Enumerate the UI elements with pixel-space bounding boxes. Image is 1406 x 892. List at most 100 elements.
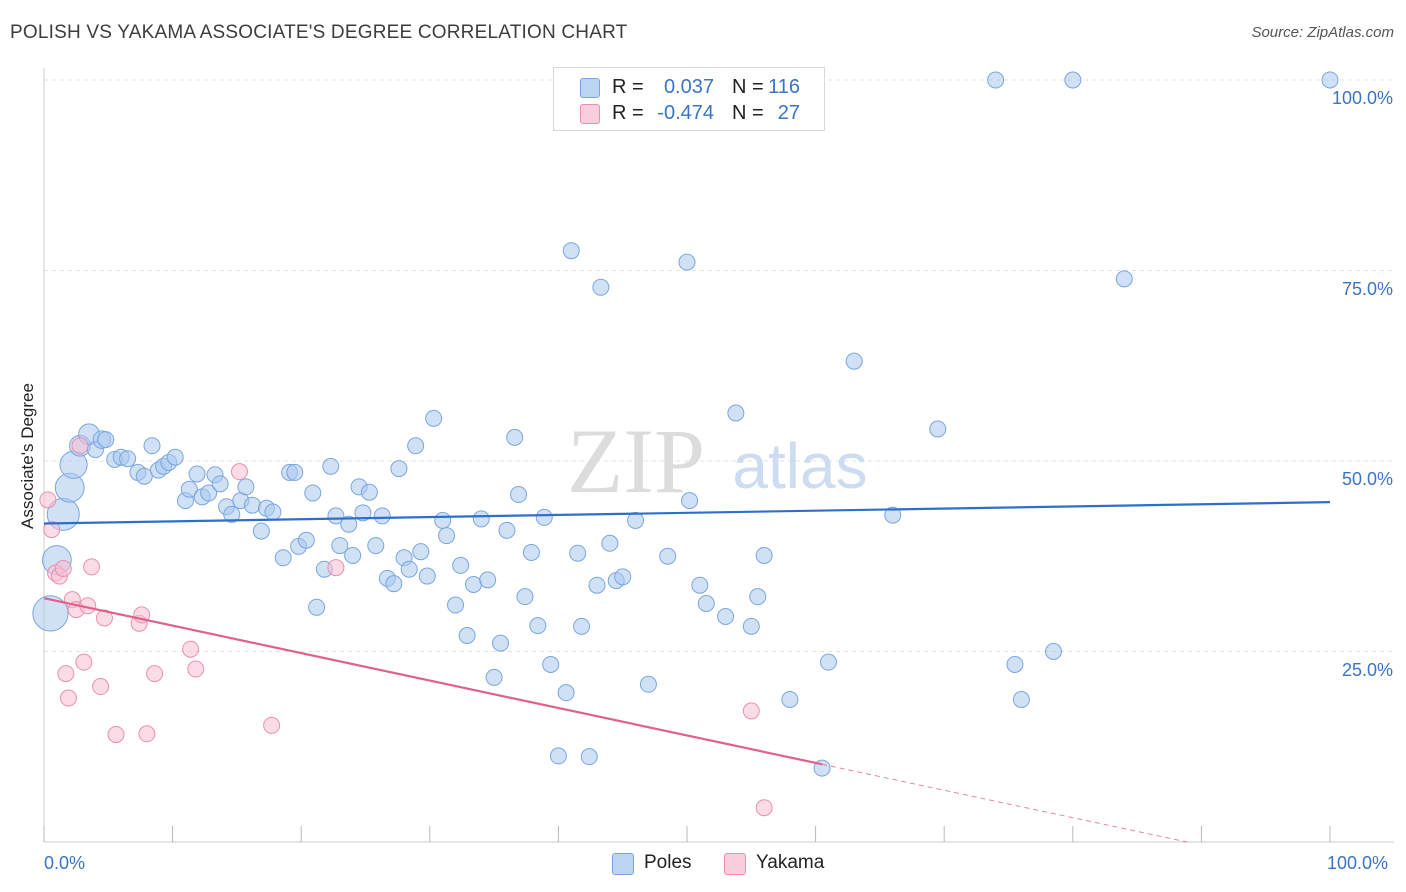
poles-point-68: [472, 510, 490, 528]
poles-point-95: [681, 492, 699, 510]
n-label: N =: [732, 102, 764, 124]
poles-point-46: [340, 515, 358, 533]
watermark-zip: ZIP: [567, 410, 705, 512]
poles-point-93: [659, 547, 677, 565]
poles-point-26: [211, 475, 229, 493]
poles-point-103: [781, 691, 799, 709]
yakama-trend-extension: [821, 763, 1188, 843]
stats-legend: R = 0.037 N = 116 R = -0.474 N = 27: [553, 67, 825, 131]
poles-point-88: [601, 534, 619, 552]
poles-swatch: [612, 853, 634, 875]
poles-point-47: [344, 546, 362, 564]
poles-point-14: [135, 467, 153, 485]
poles-point-67: [465, 575, 483, 593]
poles-point-58: [407, 437, 425, 455]
poles-point-96: [691, 576, 709, 594]
poles-point-76: [522, 543, 540, 561]
poles-point-91: [627, 511, 645, 529]
poles-point-101: [749, 588, 767, 606]
axes: [43, 68, 1394, 843]
poles-point-85: [580, 748, 598, 766]
poles-point-94: [678, 253, 696, 271]
poles-point-30: [237, 478, 255, 496]
poles-point-86: [588, 576, 606, 594]
poles-point-92: [639, 675, 657, 693]
y-tick-label-25: 25.0%: [1341, 659, 1393, 680]
poles-point-54: [385, 575, 403, 593]
series-poles-points: [32, 71, 1339, 777]
poles-point-115: [1321, 71, 1339, 89]
poles-point-87: [592, 278, 610, 296]
watermark-atlas: atlas: [732, 430, 867, 502]
legend-label-yakama: Yakama: [756, 852, 825, 873]
poles-point-21: [180, 480, 198, 498]
poles-point-80: [549, 747, 567, 765]
yakama-point-21: [187, 660, 205, 678]
source-label: Source: ZipAtlas.com: [1251, 24, 1394, 41]
n-value: 116: [768, 76, 800, 98]
poles-point-73: [506, 428, 524, 446]
yakama-point-22: [230, 463, 248, 481]
poles-point-49: [354, 504, 372, 522]
poles-point-39: [297, 531, 315, 549]
yakama-point-26: [755, 799, 773, 817]
chart-title: POLISH VS YAKAMA ASSOCIATE'S DEGREE CORR…: [10, 22, 628, 43]
poles-point-24: [200, 484, 218, 502]
poles-point-52: [373, 507, 391, 525]
stats-row-poles: R = 0.037 N = 116: [554, 75, 824, 101]
poles-point-78: [535, 508, 553, 526]
poles-point-98: [717, 607, 735, 625]
series-legend: Poles Yakama: [0, 852, 1406, 878]
x-tick-label-max: 100.0%: [1327, 853, 1389, 873]
poles-point-34: [264, 503, 282, 521]
r-label: R =: [612, 102, 644, 124]
poles-point-107: [884, 506, 902, 524]
poles-swatch: [580, 78, 600, 98]
poles-point-69: [479, 571, 497, 589]
n-value: 27: [777, 102, 800, 124]
poles-point-79: [542, 655, 560, 673]
poles-point-110: [1006, 655, 1024, 673]
poles-point-65: [452, 556, 470, 574]
poles-point-63: [438, 527, 456, 545]
poles-point-105: [819, 653, 837, 671]
y-tick-label-75: 75.0%: [1341, 278, 1393, 299]
yakama-swatch: [580, 104, 600, 124]
poles-point-12: [119, 450, 137, 468]
poles-point-77: [529, 617, 547, 635]
poles-point-82: [562, 242, 580, 260]
yakama-swatch: [724, 853, 746, 875]
yakama-point-5: [57, 665, 75, 683]
poles-point-41: [308, 598, 326, 616]
r-value: -0.474: [657, 102, 714, 124]
poles-point-64: [447, 596, 465, 614]
poles-point-90: [614, 568, 632, 586]
yakama-point-4: [54, 559, 72, 577]
poles-point-99: [727, 404, 745, 422]
poles-point-109: [987, 71, 1005, 89]
yakama-trend-line: [43, 597, 823, 766]
r-value: 0.037: [663, 76, 714, 98]
r-label: R =: [612, 76, 644, 98]
yakama-point-9: [71, 437, 89, 455]
poles-point-9: [97, 431, 115, 449]
poles-point-51: [367, 537, 385, 555]
poles-point-70: [485, 668, 503, 686]
yakama-point-12: [83, 558, 101, 576]
poles-point-59: [412, 543, 430, 561]
poles-point-75: [516, 588, 534, 606]
poles-point-113: [1064, 71, 1082, 89]
poles-point-50: [360, 483, 378, 501]
y-tick-label-100: 100.0%: [1331, 88, 1393, 108]
y-tick-label-50: 50.0%: [1341, 469, 1393, 489]
poles-point-35: [274, 549, 292, 567]
trend-lines: [43, 501, 1331, 843]
poles-point-57: [400, 560, 418, 578]
poles-point-22: [188, 465, 206, 483]
poles-point-0: [32, 595, 69, 632]
n-label: N =: [732, 76, 764, 98]
yakama-point-0: [39, 491, 57, 509]
poles-point-32: [252, 522, 270, 540]
grid-lines: [44, 79, 1394, 652]
